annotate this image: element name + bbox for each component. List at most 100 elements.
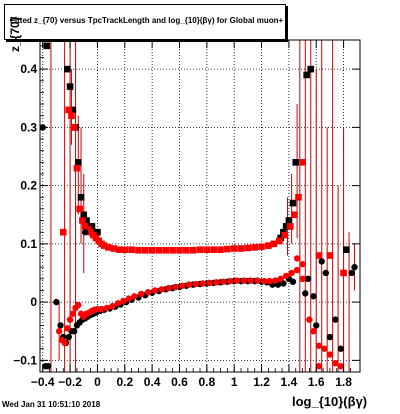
data-point [233,277,241,284]
data-point [337,362,345,370]
x-tick-label: 0.2 [116,375,133,389]
data-point [88,223,96,230]
data-point [291,211,298,219]
x-tick-label: 1.4 [281,375,298,389]
x-tick-label: 0 [94,375,101,389]
data-point [340,269,347,277]
data-point [69,310,77,317]
data-point [213,279,220,286]
data-point [348,269,355,277]
data-point [293,255,301,262]
data-point [116,246,123,253]
data-point [114,300,122,307]
data-point [172,283,179,291]
data-point [189,246,197,254]
data-point [185,281,193,288]
data-point [310,293,317,300]
data-point [176,246,183,254]
x-tick-label: 1.8 [335,375,352,389]
data-point [220,278,227,285]
y-tick-label: 0 [30,295,37,309]
data-point [326,252,334,259]
data-point [162,246,170,254]
x-tick-label: 1.6 [308,375,325,389]
x-tick-label: −0.4 [31,375,55,389]
data-point [65,106,73,114]
data-point [66,316,74,323]
x-tick-label: 1 [231,375,238,389]
data-point [83,217,90,224]
data-point [261,277,268,285]
data-point [299,275,306,283]
data-point [266,277,273,285]
axes: −0.4 −0.2 0 0.2 0.4 0.6 0.8 1 1.2 1.4 1.6 1.8 −0.1 0 0… [13,39,361,389]
data-point [217,246,224,253]
data-point [285,217,293,224]
data-point [226,277,234,285]
data-point [105,244,112,251]
data-point [55,328,63,335]
data-point [351,263,358,271]
data-point [247,277,254,284]
data-point [304,275,312,283]
data-point [70,328,78,335]
data-point [45,362,52,370]
data-point [70,124,78,131]
data-point [318,258,325,265]
data-point [277,275,284,283]
data-point [282,223,290,230]
data-point [121,246,129,253]
data-point [125,295,133,302]
data-point [315,362,323,370]
data-point [343,246,350,253]
grid [40,40,360,372]
data-point [76,205,83,213]
data-point [144,289,152,296]
data-point [332,316,339,323]
data-point [141,246,149,254]
plot-area [40,40,360,372]
data-point [43,42,51,50]
data-point [251,244,259,251]
y-tick-label: −0.1 [13,353,37,367]
x-tick-label: 0.6 [171,375,188,389]
y-axis-title: z_{70} [8,16,22,52]
data-point [302,290,309,297]
data-point [315,252,323,259]
data-point [265,242,272,249]
data-point [332,360,339,367]
data-point [199,280,206,287]
data-point [53,298,60,306]
data-point [65,333,72,341]
data-point [313,322,320,329]
data-point [73,164,81,172]
data-point [66,83,74,90]
data-points [40,42,358,370]
data-point [100,242,108,249]
data-point [322,269,330,277]
data-point [280,280,287,287]
data-point [68,112,75,120]
data-point [281,231,289,239]
data-point [169,246,176,254]
data-point [179,282,186,289]
data-point [137,290,145,298]
data-point [128,246,135,253]
x-tick-label: 0.4 [144,375,161,389]
data-point [183,246,190,254]
data-point [299,159,306,166]
data-point [74,159,82,166]
data-point [165,284,172,292]
chart-title: Fitted z_{70} versus TpcTrackLength and … [10,16,284,25]
data-point [158,286,165,293]
data-point [59,228,67,236]
data-point [326,333,334,341]
data-point [61,339,68,347]
data-point [230,245,238,252]
data-point [120,297,127,305]
y-tick-label: 0.2 [20,179,37,193]
x-tick-label: −0.2 [58,375,82,389]
data-point [79,217,86,224]
